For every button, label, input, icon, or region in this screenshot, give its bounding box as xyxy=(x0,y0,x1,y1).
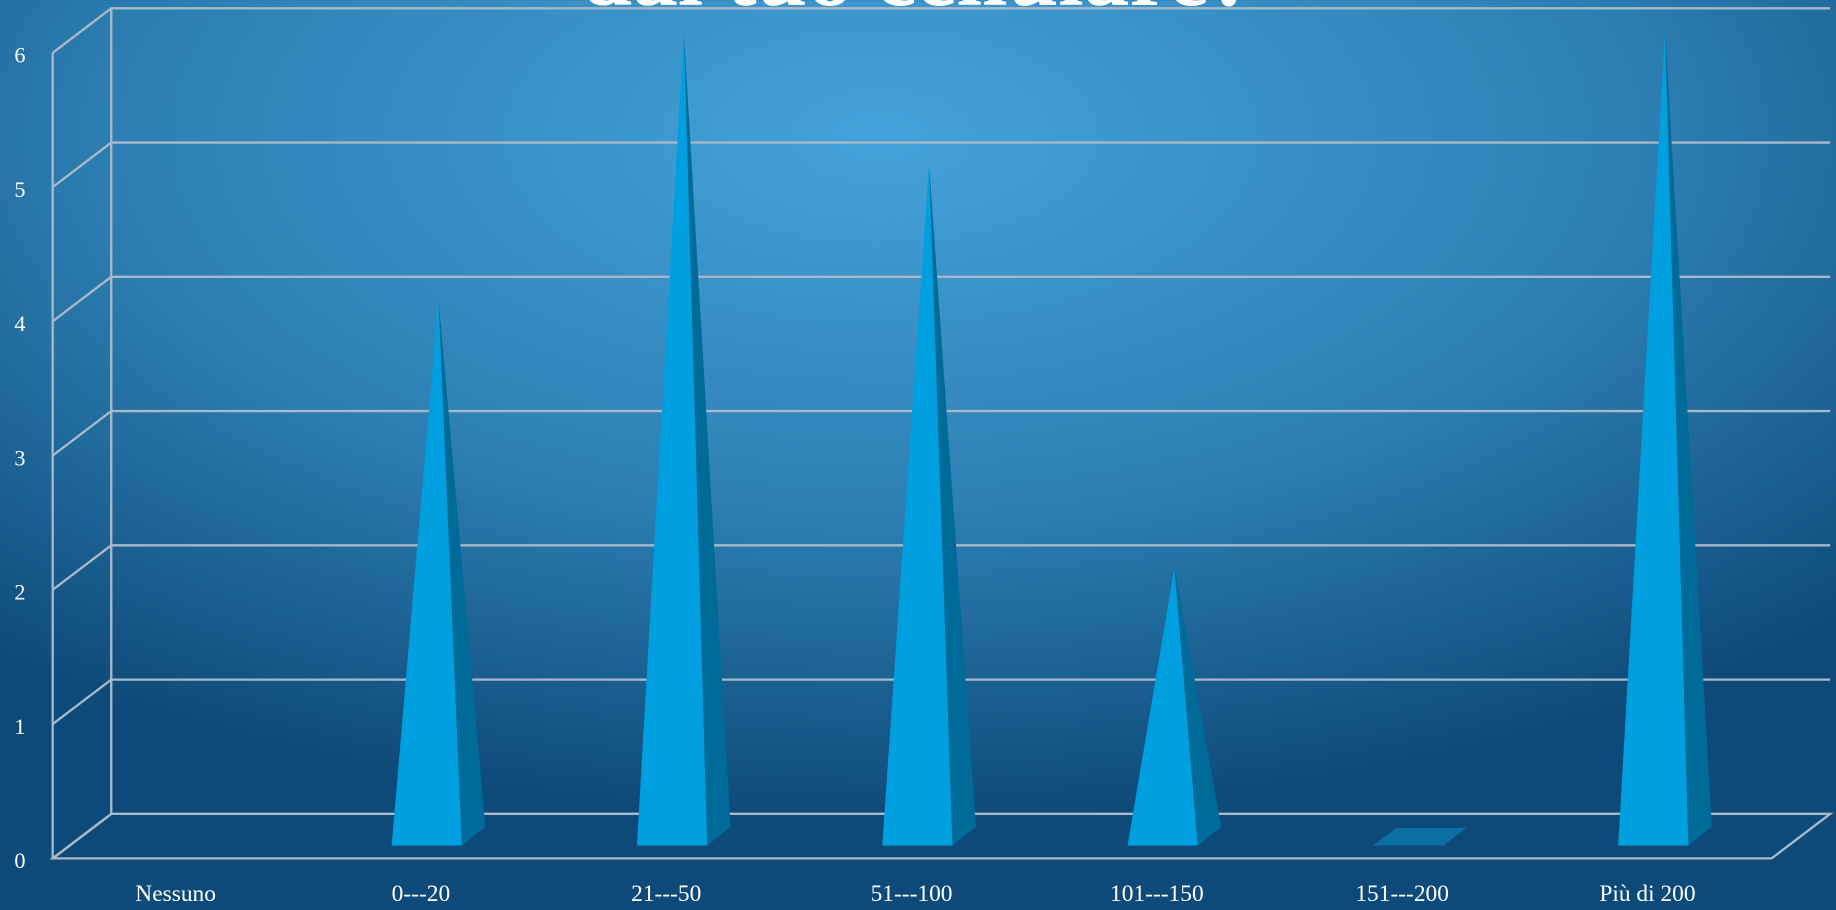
grid-line xyxy=(51,544,1831,591)
pyramid xyxy=(1127,567,1222,846)
pyramid-side xyxy=(438,299,486,846)
grid-line xyxy=(51,141,1831,188)
x-tick-label: Più di 200 xyxy=(1599,881,1695,907)
x-tick-label: 21---50 xyxy=(631,881,701,907)
chart-title: dal tuo cellulare? xyxy=(581,0,1254,25)
x-tick-label: Nessuno xyxy=(135,881,216,907)
grid-line xyxy=(51,409,1831,457)
y-tick-label: 6 xyxy=(14,43,25,68)
x-tick-label: 151---200 xyxy=(1355,881,1449,907)
y-tick-label: 4 xyxy=(14,311,25,336)
pyramid xyxy=(1372,827,1467,846)
pyramid xyxy=(882,164,976,846)
y-tick-label: 5 xyxy=(14,177,25,202)
grid-line xyxy=(51,678,1831,726)
pyramid xyxy=(391,299,486,846)
pyramid xyxy=(636,30,731,846)
x-tick-label: 0---20 xyxy=(392,881,451,907)
pyramid-side xyxy=(683,30,731,846)
x-tick-label: 51---100 xyxy=(871,881,953,907)
pyramid-front xyxy=(1127,567,1198,846)
pyramid xyxy=(1618,30,1712,846)
x-tick-label: 101---150 xyxy=(1110,881,1204,907)
y-tick-label: 2 xyxy=(14,580,25,605)
y-tick-label: 0 xyxy=(14,848,25,873)
y-tick-label: 3 xyxy=(14,445,25,470)
pyramid-side xyxy=(1174,567,1222,846)
pyramid-side xyxy=(1665,30,1712,846)
grid-line xyxy=(51,812,1831,860)
grid-line xyxy=(51,7,1831,54)
pyramid-side xyxy=(929,164,976,846)
y-tick-label: 1 xyxy=(14,714,25,739)
grid-line xyxy=(51,275,1831,323)
